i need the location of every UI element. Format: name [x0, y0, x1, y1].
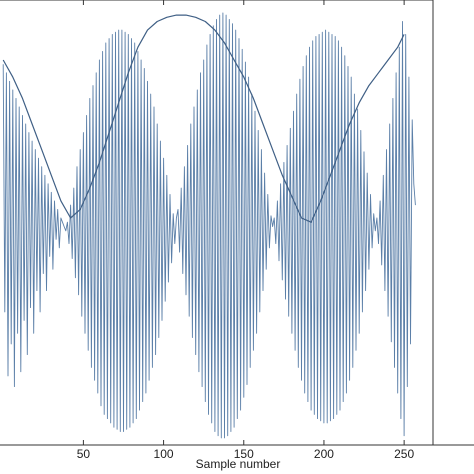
series-line-1 [2, 14, 405, 223]
series-line-0 [2, 12, 416, 439]
x-tick-label: 150 [234, 447, 254, 461]
x-tick-label: 250 [394, 447, 414, 461]
series-layer [2, 12, 416, 439]
x-axis-label: Sample number [196, 457, 281, 471]
x-tick-label: 100 [154, 447, 174, 461]
x-tick-label: 50 [77, 447, 91, 461]
x-tick-label: 200 [314, 447, 334, 461]
ticks-layer: 50 100 150 200 250 [77, 0, 414, 461]
axes-layer [0, 0, 474, 446]
